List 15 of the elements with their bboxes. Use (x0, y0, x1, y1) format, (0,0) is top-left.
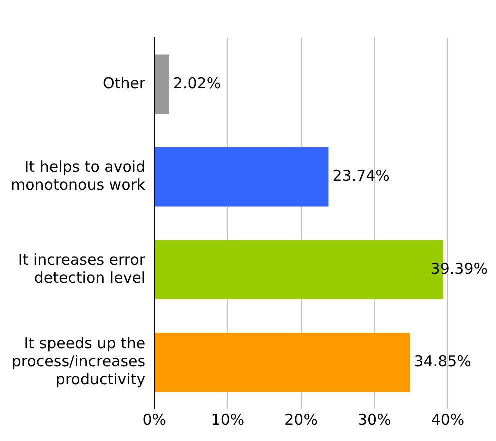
x-tick-label: 40% (431, 410, 465, 429)
data-label: 23.74% (332, 167, 390, 186)
data-label: 34.85% (414, 352, 472, 371)
y-tick-label: Other (103, 74, 146, 92)
bar (155, 332, 410, 392)
bar (155, 147, 329, 207)
data-label: 2.02% (173, 74, 222, 92)
x-tick-label: 30% (358, 410, 392, 429)
y-tick-label: It speeds up the process/increases productivity (12, 334, 146, 389)
x-tick-label: 20% (284, 410, 318, 429)
y-tick-label: It increases error detection level (18, 250, 146, 287)
bar (155, 54, 170, 114)
y-tick-label: It helps to avoid monotonous work (10, 158, 146, 194)
x-tick-label: 10% (211, 410, 245, 429)
x-tick-label: 0% (142, 410, 167, 429)
